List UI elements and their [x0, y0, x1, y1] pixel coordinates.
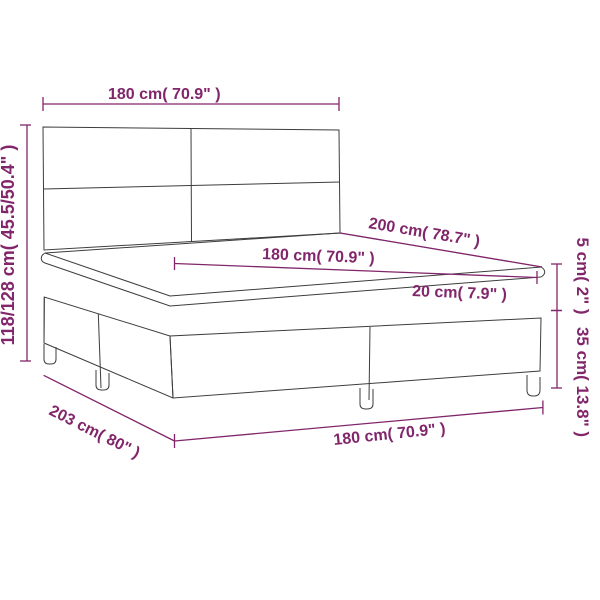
svg-text:5 cm( 2" ): 5 cm( 2" )	[573, 237, 592, 314]
svg-text:35 cm( 13.8" ): 35 cm( 13.8" )	[573, 327, 592, 437]
svg-text:203 cm( 80" ): 203 cm( 80" )	[46, 402, 142, 462]
svg-text:20 cm( 7.9" ): 20 cm( 7.9" )	[412, 283, 507, 304]
svg-text:180 cm( 70.9" ): 180 cm( 70.9" )	[262, 246, 375, 267]
svg-text:118/128 cm( 45.5/50.4" ): 118/128 cm( 45.5/50.4" )	[0, 145, 18, 346]
svg-text:200 cm( 78.7" ): 200 cm( 78.7" )	[367, 215, 481, 250]
svg-text:180 cm( 70.9" ): 180 cm( 70.9" )	[108, 86, 221, 103]
